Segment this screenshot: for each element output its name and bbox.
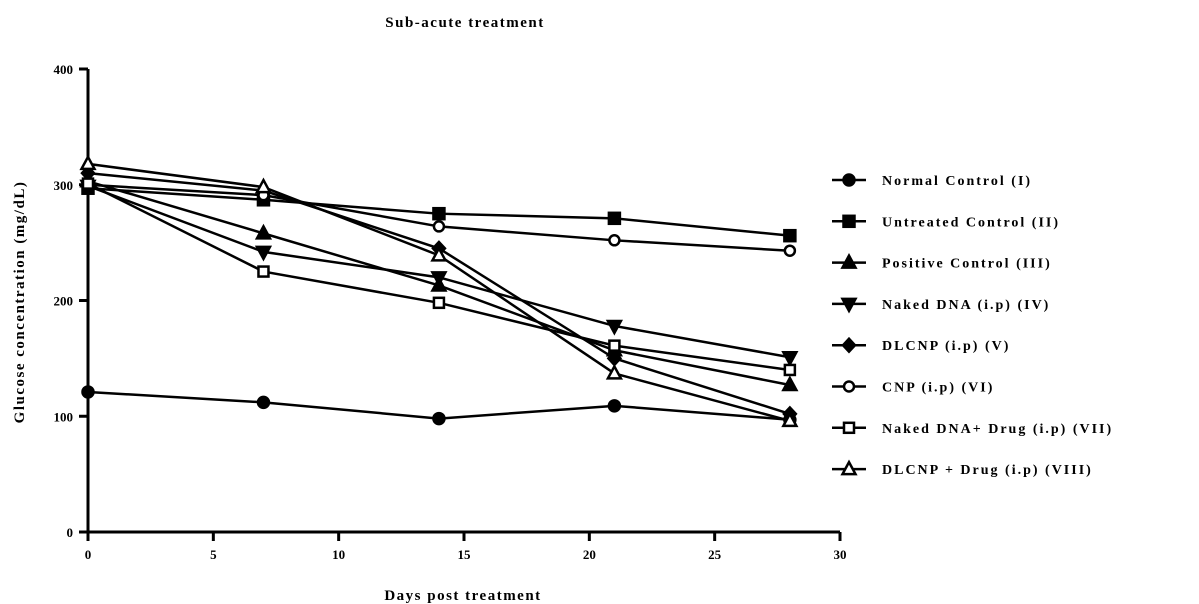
legend-swatch-marker bbox=[840, 297, 858, 314]
data-point bbox=[432, 220, 446, 233]
x-axis-label: Days post treatment bbox=[384, 588, 541, 604]
x-tick-label: 30 bbox=[834, 547, 847, 562]
series-4 bbox=[79, 179, 799, 367]
series-7 bbox=[81, 177, 797, 377]
series-5 bbox=[80, 164, 798, 423]
legend-label: Positive Control (III) bbox=[882, 257, 1052, 272]
x-tick-label: 10 bbox=[332, 547, 345, 562]
legend-item: Positive Control (III) bbox=[832, 252, 1052, 272]
data-point bbox=[605, 319, 623, 336]
legend-swatch-marker bbox=[842, 380, 856, 393]
data-point bbox=[254, 245, 273, 262]
series-line bbox=[87, 162, 791, 423]
legend-label: Normal Control (I) bbox=[882, 174, 1032, 189]
legend-item: CNP (i.p) (VI) bbox=[832, 380, 994, 396]
legend-swatch-marker bbox=[842, 173, 856, 187]
legend-swatch-marker bbox=[840, 252, 858, 269]
legend-swatch-marker bbox=[841, 336, 857, 354]
legend-item: DLCNP (i.p) (V) bbox=[832, 336, 1010, 354]
legend-label: Naked DNA+ Drug (i.p) (VII) bbox=[882, 422, 1113, 437]
data-point bbox=[605, 363, 623, 380]
data-point bbox=[607, 211, 622, 226]
data-point bbox=[430, 271, 448, 287]
x-tick-label: 5 bbox=[210, 547, 217, 562]
chart-title: Sub-acute treatment bbox=[385, 15, 544, 31]
y-axis-label: Glucose concentration (mg/dL) bbox=[12, 181, 28, 424]
data-point bbox=[607, 399, 622, 413]
legend: Normal Control (I) Untreated Control (II)… bbox=[832, 173, 1113, 478]
y-tick-label: 100 bbox=[54, 409, 74, 424]
legend-swatch-marker bbox=[840, 459, 858, 476]
series-8 bbox=[79, 154, 799, 428]
y-tick-label: 200 bbox=[54, 294, 74, 309]
legend-label: Naked DNA (i.p) (IV) bbox=[882, 298, 1050, 313]
data-point bbox=[781, 350, 799, 367]
data-point bbox=[432, 411, 446, 426]
data-point bbox=[257, 265, 270, 278]
legend-item: Normal Control (I) bbox=[832, 173, 1032, 189]
legend-label: CNP (i.p) (VI) bbox=[882, 381, 994, 396]
data-point bbox=[81, 177, 95, 190]
data-point bbox=[783, 244, 797, 257]
data-point bbox=[81, 385, 95, 399]
data-point bbox=[256, 395, 271, 410]
data-point bbox=[781, 411, 799, 428]
y-tick-label: 0 bbox=[67, 525, 74, 540]
legend-item: Untreated Control (II) bbox=[832, 214, 1060, 230]
data-point bbox=[781, 375, 799, 392]
data-point bbox=[432, 206, 446, 221]
y-tick-label: 300 bbox=[54, 178, 74, 193]
y-tick-label: 400 bbox=[54, 62, 74, 77]
data-point bbox=[254, 223, 273, 240]
data-point bbox=[79, 154, 97, 171]
data-point bbox=[608, 339, 621, 352]
x-tick-label: 20 bbox=[583, 547, 596, 562]
data-point bbox=[432, 296, 446, 310]
legend-label: Untreated Control (II) bbox=[882, 215, 1060, 230]
axes: 0 100 200 300 400 0 5 10 15 20 25 30 bbox=[54, 62, 847, 562]
x-tick-label: 0 bbox=[85, 547, 92, 562]
data-point bbox=[430, 245, 448, 262]
data-point bbox=[608, 234, 621, 247]
legend-swatch-marker bbox=[842, 421, 856, 435]
legend-label: DLCNP (i.p) (V) bbox=[882, 339, 1010, 354]
data-point bbox=[783, 363, 797, 377]
legend-swatch-marker bbox=[842, 214, 856, 229]
series-layer bbox=[79, 154, 799, 428]
legend-label: DLCNP + Drug (i.p) (VIII) bbox=[882, 463, 1093, 478]
data-point bbox=[783, 228, 797, 243]
legend-item: DLCNP + Drug (i.p) (VIII) bbox=[832, 459, 1093, 478]
legend-item: Naked DNA (i.p) (IV) bbox=[832, 297, 1050, 314]
x-tick-label: 15 bbox=[458, 547, 472, 562]
legend-item: Naked DNA+ Drug (i.p) (VII) bbox=[832, 421, 1113, 437]
data-point bbox=[254, 177, 273, 194]
x-tick-label: 25 bbox=[708, 547, 722, 562]
